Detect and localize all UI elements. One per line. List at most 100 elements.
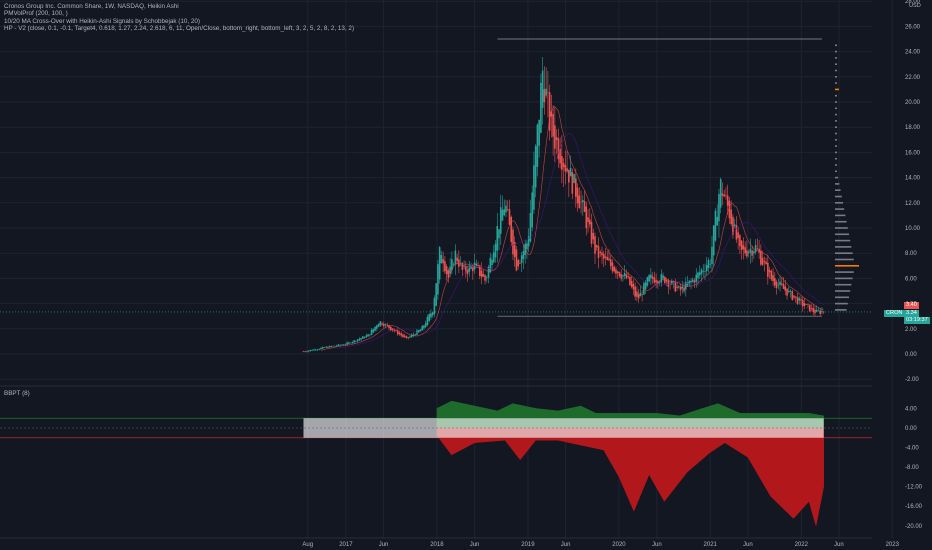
- candle-body: [636, 291, 638, 297]
- candle: [433, 295, 436, 318]
- candle-body: [510, 216, 513, 243]
- candle: [730, 200, 732, 227]
- candle-body: [641, 294, 643, 296]
- profile-bar: [835, 113, 837, 116]
- candle-body: [794, 296, 797, 298]
- candle: [686, 275, 689, 288]
- candle-body: [536, 124, 539, 167]
- candle: [786, 288, 788, 300]
- profile-bar: [835, 290, 851, 292]
- candle: [711, 235, 713, 273]
- candle-body: [751, 250, 753, 256]
- candle: [774, 272, 776, 289]
- candle-body: [639, 292, 642, 297]
- candle-body: [791, 291, 794, 300]
- candle: [655, 273, 657, 288]
- candle-body: [765, 261, 767, 265]
- profile-bar: [835, 139, 837, 141]
- candle-body: [541, 70, 544, 108]
- candle-body: [444, 261, 446, 272]
- candle: [735, 216, 738, 243]
- candle-body: [554, 125, 556, 149]
- candle: [379, 321, 382, 327]
- candle: [309, 349, 312, 352]
- candle-body: [704, 271, 706, 272]
- candle: [739, 233, 741, 254]
- candle-body: [604, 256, 607, 258]
- candle-body: [777, 284, 780, 286]
- candle: [679, 283, 682, 296]
- profile-bar: [835, 94, 837, 97]
- bbpt-title[interactable]: BBPT (8): [4, 390, 30, 397]
- candle: [613, 265, 616, 273]
- candle: [499, 194, 502, 245]
- candle: [801, 296, 804, 312]
- candle-body: [758, 248, 760, 253]
- candle: [515, 246, 518, 272]
- candle: [398, 330, 401, 336]
- candle-body: [667, 280, 670, 287]
- profile-bar: [835, 208, 845, 210]
- profile-bar: [835, 57, 837, 59]
- bbpt-y-tick-label: -16.00: [905, 504, 923, 510]
- candle: [700, 267, 703, 282]
- candle-body: [341, 344, 343, 346]
- candle: [637, 288, 640, 303]
- legend-indicator-3[interactable]: HP - V2 (close, 0.1, -0.1, Target4, 0.61…: [4, 24, 355, 32]
- x-tick-label: Jun: [470, 542, 480, 548]
- profile-bar: [835, 120, 837, 122]
- candle-body: [466, 269, 469, 275]
- candle: [805, 304, 808, 305]
- profile-bar: [835, 258, 854, 261]
- candle: [557, 128, 560, 168]
- bbpt-legend: BBPT (8): [4, 390, 30, 397]
- candle-body: [622, 275, 624, 277]
- candle: [604, 247, 607, 266]
- candle: [365, 333, 368, 338]
- candle-body: [746, 250, 748, 257]
- candle-body: [697, 272, 699, 279]
- candle: [648, 274, 650, 283]
- candle-body: [775, 281, 778, 289]
- candle-body: [306, 351, 308, 353]
- candle: [424, 320, 427, 328]
- candle: [555, 129, 558, 155]
- candle-body: [335, 345, 338, 347]
- candle-body: [417, 330, 420, 333]
- candle: [461, 261, 464, 277]
- candle: [314, 348, 317, 352]
- candle-body: [585, 206, 588, 229]
- candle-body: [595, 244, 598, 248]
- legend-indicator-2[interactable]: 10/20 MA Cross-Over with Heikin-Ashi Sig…: [4, 17, 200, 25]
- candle: [718, 188, 720, 238]
- candle-body: [348, 342, 350, 344]
- profile-bar: [835, 239, 851, 242]
- candle: [777, 278, 780, 290]
- candle-body: [575, 178, 577, 197]
- candle-body: [730, 209, 732, 225]
- candle: [780, 277, 783, 287]
- candle: [440, 250, 443, 264]
- candle: [529, 199, 532, 244]
- candle-body: [456, 257, 458, 262]
- candle-body: [379, 321, 382, 326]
- candle: [435, 283, 437, 307]
- candle: [362, 335, 364, 339]
- candle-body: [346, 342, 348, 345]
- candle: [643, 281, 645, 296]
- x-axis-labels: Aug 2017 Jun 2018 Jun 2019 Jun 2020 Jun 2021 Jun 20…: [302, 542, 899, 548]
- legend-indicator-1[interactable]: PMVolProf (200, 100, ): [4, 10, 68, 18]
- profile-bar: [835, 69, 837, 72]
- candle-body: [819, 310, 821, 314]
- candle-body: [398, 332, 401, 335]
- candle-body: [533, 165, 535, 210]
- candle: [562, 157, 565, 187]
- candle: [444, 256, 446, 274]
- candle-body: [362, 336, 364, 339]
- x-tick-label: 2023: [886, 542, 900, 548]
- ticker-tag: CRON: [884, 310, 905, 317]
- candle-body: [423, 325, 425, 329]
- candle: [548, 84, 551, 141]
- candle-body: [437, 264, 439, 295]
